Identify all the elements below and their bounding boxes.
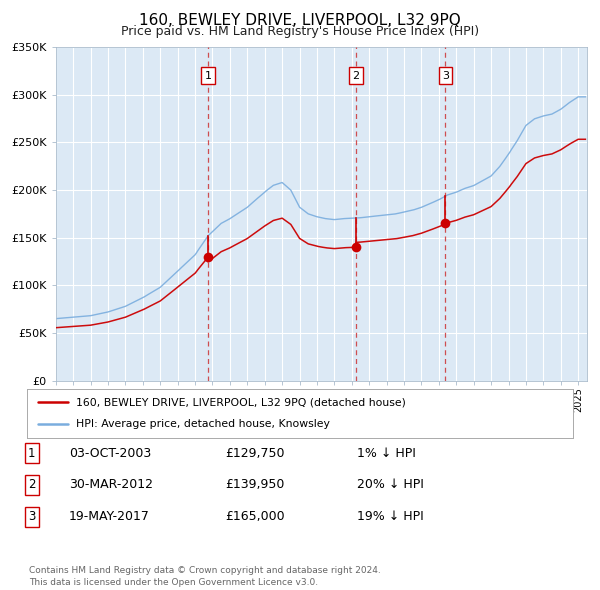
Text: £165,000: £165,000 xyxy=(225,510,284,523)
Text: £129,750: £129,750 xyxy=(225,447,284,460)
Text: 19-MAY-2017: 19-MAY-2017 xyxy=(69,510,150,523)
Text: 20% ↓ HPI: 20% ↓ HPI xyxy=(357,478,424,491)
Text: £139,950: £139,950 xyxy=(225,478,284,491)
Text: Contains HM Land Registry data © Crown copyright and database right 2024.
This d: Contains HM Land Registry data © Crown c… xyxy=(29,566,380,587)
Text: 1% ↓ HPI: 1% ↓ HPI xyxy=(357,447,416,460)
Text: 160, BEWLEY DRIVE, LIVERPOOL, L32 9PQ (detached house): 160, BEWLEY DRIVE, LIVERPOOL, L32 9PQ (d… xyxy=(76,398,406,408)
Text: 19% ↓ HPI: 19% ↓ HPI xyxy=(357,510,424,523)
Text: 03-OCT-2003: 03-OCT-2003 xyxy=(69,447,151,460)
Text: 2: 2 xyxy=(28,478,35,491)
Text: 2: 2 xyxy=(352,71,359,80)
Text: 30-MAR-2012: 30-MAR-2012 xyxy=(69,478,153,491)
Text: 3: 3 xyxy=(28,510,35,523)
Text: 3: 3 xyxy=(442,71,449,80)
Text: Price paid vs. HM Land Registry's House Price Index (HPI): Price paid vs. HM Land Registry's House … xyxy=(121,25,479,38)
Text: HPI: Average price, detached house, Knowsley: HPI: Average price, detached house, Know… xyxy=(76,419,330,430)
Text: 160, BEWLEY DRIVE, LIVERPOOL, L32 9PQ: 160, BEWLEY DRIVE, LIVERPOOL, L32 9PQ xyxy=(139,13,461,28)
Text: 1: 1 xyxy=(205,71,212,80)
Text: 1: 1 xyxy=(28,447,35,460)
